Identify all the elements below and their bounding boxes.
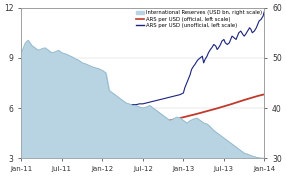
Legend: International Reserves (USD bn, right scale), ARS per USD (official, left scale): International Reserves (USD bn, right sc… — [134, 8, 264, 30]
